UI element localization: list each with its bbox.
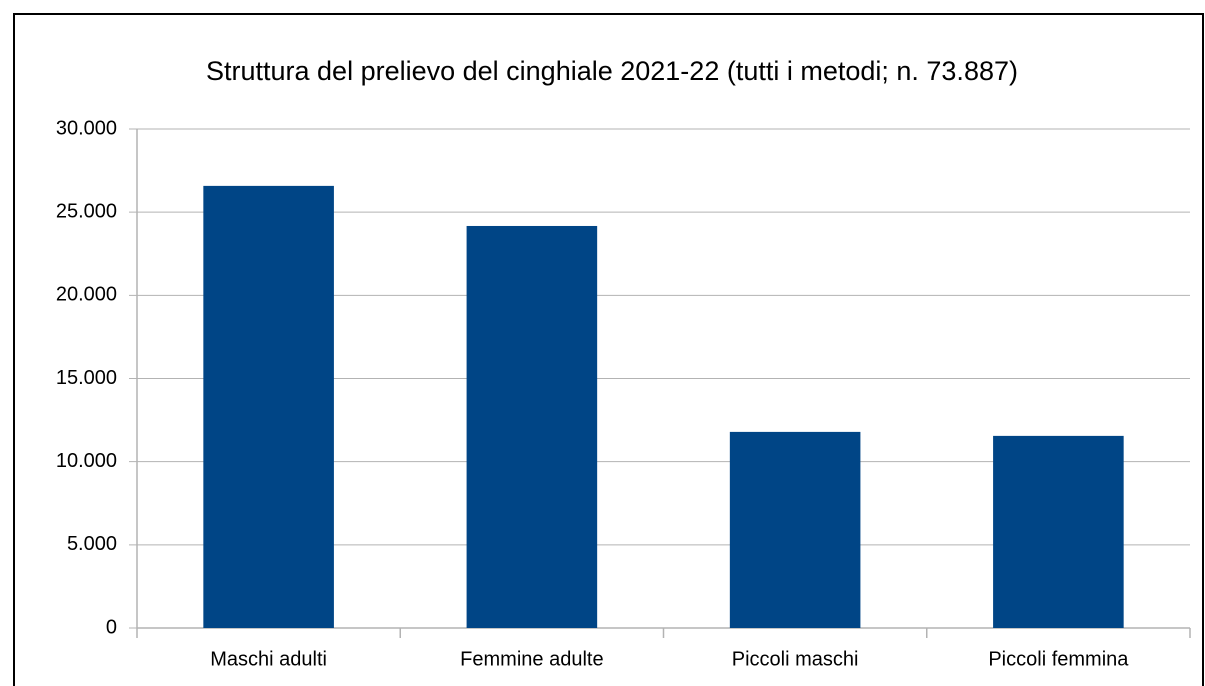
y-tick-label: 30.000 [56,117,117,139]
bar [729,431,861,628]
y-tick-label: 25.000 [56,200,117,222]
y-tick-label: 0 [106,616,117,638]
y-tick-label: 10.000 [56,450,117,472]
frame [13,13,1204,686]
y-tick-label: 20.000 [56,284,117,306]
y-tick-label: 5.000 [67,533,117,555]
x-tick-label: Piccoli maschi [732,648,859,670]
bar [993,435,1124,628]
y-tick-label: 15.000 [56,367,117,389]
x-tick-label: Piccoli femmina [988,648,1129,670]
x-tick-label: Maschi adulti [210,648,327,670]
x-tick-label: Femmine adulte [460,648,603,670]
bar [466,225,598,628]
chart-title: Struttura del prelievo del cinghiale 202… [206,56,1018,86]
bar [203,185,334,629]
